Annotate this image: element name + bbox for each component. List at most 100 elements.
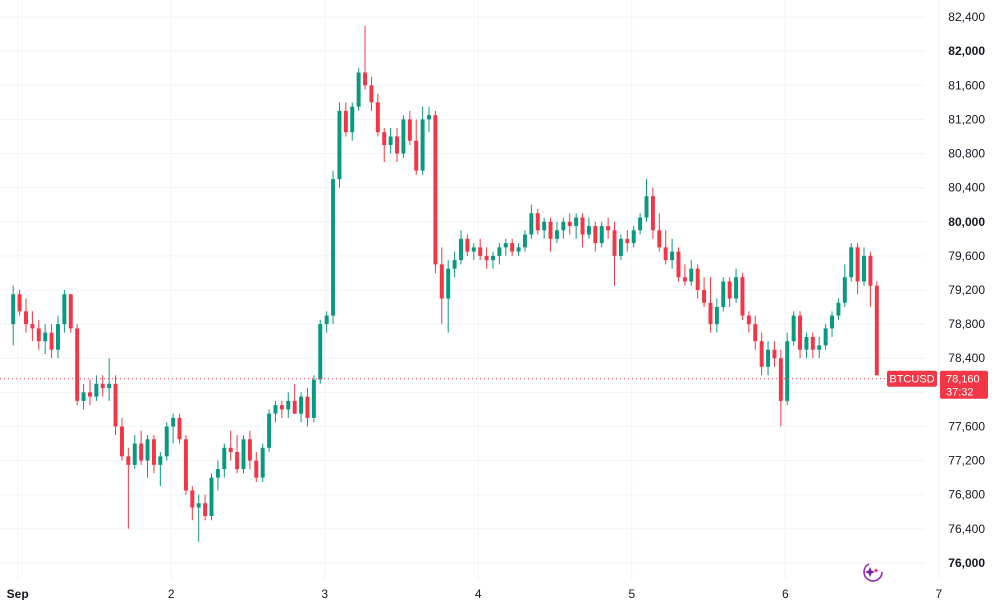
candle-body	[586, 226, 591, 235]
candle	[158, 452, 163, 487]
candle-body	[452, 260, 457, 269]
candle-body	[331, 179, 336, 316]
x-axis[interactable]: Sep2345678910	[7, 587, 1000, 600]
candle	[535, 208, 540, 235]
sparkle-logo-icon[interactable]	[863, 562, 883, 582]
y-axis[interactable]: 76,00076,40076,80077,20077,60078,00078,4…	[948, 10, 985, 570]
y-tick-label: 80,800	[948, 147, 985, 161]
candle	[407, 110, 412, 145]
candle	[286, 392, 291, 418]
x-tick-label: Sep	[7, 587, 29, 600]
candle-body	[356, 72, 361, 107]
candle	[382, 127, 387, 163]
candle	[350, 102, 355, 141]
y-tick-label: 79,200	[948, 283, 985, 297]
candle-body	[631, 230, 636, 244]
candle	[369, 76, 374, 111]
candle	[810, 332, 815, 359]
candle-body	[746, 315, 751, 325]
candle-body	[766, 349, 771, 367]
candle-body	[414, 140, 419, 171]
candle	[222, 443, 227, 478]
candle	[337, 102, 342, 188]
candle-body	[868, 255, 873, 286]
candle	[62, 290, 67, 333]
y-tick-label: 78,800	[948, 317, 985, 331]
candle	[215, 460, 220, 491]
candle	[772, 341, 777, 367]
candle-body	[490, 255, 495, 261]
candle-body	[267, 413, 272, 448]
candle	[203, 494, 208, 521]
candle	[689, 260, 694, 286]
candle-body	[650, 196, 655, 231]
candle	[862, 247, 866, 286]
candle	[490, 251, 495, 269]
candle-body	[817, 345, 822, 350]
candle-body	[318, 324, 323, 380]
candle-body	[222, 447, 227, 470]
candle-body	[286, 400, 291, 410]
candle-body	[618, 238, 623, 256]
x-tick-label: 2	[168, 587, 175, 600]
candle-body	[68, 294, 73, 329]
candle	[439, 247, 444, 325]
candle	[196, 494, 201, 542]
x-tick-label: 6	[782, 587, 789, 600]
candle	[279, 400, 284, 418]
candle	[324, 311, 329, 333]
candle	[497, 243, 502, 265]
candle	[612, 221, 617, 286]
candle	[695, 264, 700, 299]
candle-body	[593, 226, 598, 244]
candle-body	[363, 72, 368, 86]
candle-body	[503, 243, 508, 248]
candle	[522, 230, 527, 252]
candle	[574, 213, 579, 239]
candle	[183, 435, 188, 495]
candle	[139, 430, 144, 465]
candle-body	[401, 119, 406, 154]
candle-body	[247, 439, 252, 461]
candle	[663, 230, 668, 265]
candle	[714, 298, 719, 333]
candle	[465, 234, 470, 256]
candle-body	[785, 341, 790, 401]
candle	[644, 179, 649, 222]
candle-body	[529, 213, 534, 235]
candle-body	[260, 447, 265, 478]
candle	[817, 336, 822, 359]
candle	[87, 379, 92, 406]
candle-body	[791, 315, 796, 342]
candle	[740, 272, 745, 320]
countdown-label: 37:32	[946, 387, 974, 399]
candle	[260, 443, 265, 482]
candle	[471, 243, 476, 261]
candle	[299, 392, 304, 423]
candle	[874, 281, 879, 376]
candle	[804, 332, 809, 359]
candle	[235, 435, 240, 474]
candle	[228, 430, 233, 461]
candle	[734, 268, 739, 303]
candle	[81, 383, 86, 410]
candle-body	[145, 439, 150, 461]
candle-body	[554, 230, 559, 239]
candle	[484, 247, 489, 269]
candle	[190, 486, 195, 521]
candle-body	[311, 379, 316, 418]
candle	[171, 413, 176, 444]
candle-body	[151, 439, 156, 465]
candle-body	[727, 281, 732, 299]
candle	[746, 311, 751, 333]
candle	[785, 332, 790, 406]
candle-body	[439, 264, 444, 299]
candle-body	[874, 285, 879, 376]
candle-body	[292, 400, 297, 414]
candle	[855, 243, 860, 295]
y-tick-label: 76,800	[948, 488, 985, 502]
y-tick-label: 80,400	[948, 181, 985, 195]
candle-body	[798, 315, 803, 350]
